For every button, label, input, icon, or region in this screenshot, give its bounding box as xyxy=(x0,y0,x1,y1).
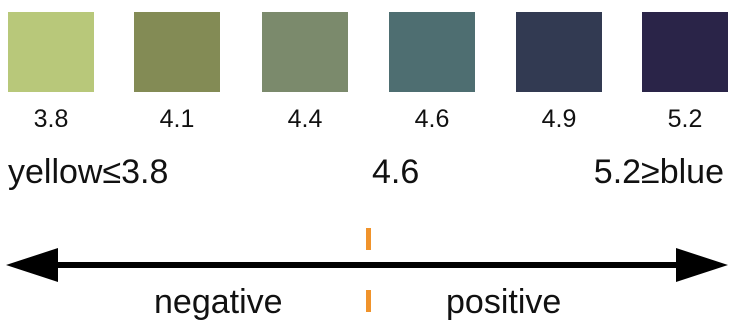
swatch-label-4-4: 4.4 xyxy=(287,105,323,133)
arrow-head-right-icon xyxy=(676,248,728,282)
swatch-5-2 xyxy=(642,12,728,92)
double-arrow xyxy=(6,248,728,282)
swatch-label-4-6: 4.6 xyxy=(414,105,450,133)
swatch-4-1 xyxy=(134,12,220,92)
arrow-head-left-icon xyxy=(6,248,58,282)
swatch-label-5-2: 5.2 xyxy=(667,105,703,133)
swatch-label-4-1: 4.1 xyxy=(159,105,195,133)
swatch-4-4 xyxy=(262,12,348,92)
positive-label: positive xyxy=(446,283,562,321)
swatch-3-8 xyxy=(8,12,94,92)
swatch-4-6 xyxy=(389,12,475,92)
negative-label: negative xyxy=(154,283,283,321)
range-mid-label: 4.6 xyxy=(372,153,420,191)
swatch-label-4-9: 4.9 xyxy=(541,105,577,133)
swatch-4-9 xyxy=(516,12,602,92)
center-marker-top xyxy=(366,228,371,250)
range-low-label: yellow≤3.8 xyxy=(8,153,169,191)
swatch-label-3-8: 3.8 xyxy=(33,105,69,133)
range-high-label: 5.2≥blue xyxy=(593,153,724,191)
center-marker-bottom xyxy=(366,290,371,312)
